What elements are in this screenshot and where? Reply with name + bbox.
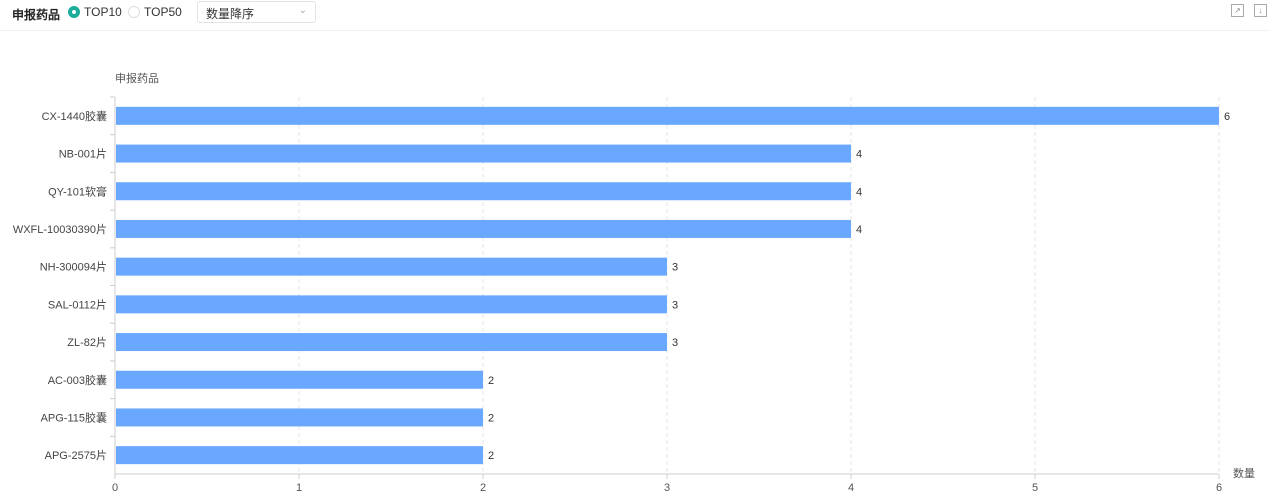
y-tick-label: ZL-82片 (67, 336, 107, 349)
bar (116, 408, 483, 427)
bar (116, 295, 667, 314)
sort-select-value: 数量降序 (206, 7, 255, 21)
bar (116, 106, 1219, 125)
data-label: 2 (488, 412, 494, 424)
radio-label: TOP50 (144, 5, 182, 19)
data-label: 3 (672, 337, 678, 349)
x-tick-label: 2 (480, 482, 486, 494)
y-tick-label: WXFL-10030390片 (13, 223, 107, 236)
x-tick-label: 4 (848, 482, 854, 494)
bar (116, 370, 483, 389)
download-icon[interactable]: ↓ (1254, 4, 1267, 17)
radio-checked-icon (68, 6, 80, 18)
x-tick-label: 6 (1216, 482, 1222, 494)
x-tick-label: 1 (296, 482, 302, 494)
expand-icon[interactable]: ↗ (1231, 4, 1244, 17)
radio-top50[interactable]: TOP50 (128, 5, 182, 19)
radio-top10[interactable]: TOP10 (68, 5, 122, 19)
data-label: 2 (488, 450, 494, 462)
data-label: 3 (672, 262, 678, 274)
y-tick-label: NB-001片 (59, 148, 107, 161)
y-tick-label: APG-115胶囊 (41, 410, 107, 424)
x-tick-label: 5 (1032, 482, 1038, 494)
data-label: 2 (488, 375, 494, 387)
bar (116, 333, 667, 352)
x-tick-label: 0 (112, 482, 118, 494)
bar (116, 446, 483, 465)
y-tick-label: NH-300094片 (40, 261, 107, 274)
y-tick-label: APG-2575片 (45, 449, 107, 462)
bar (116, 144, 851, 163)
data-label: 4 (856, 224, 862, 236)
x-axis-title: 数量 (1233, 467, 1255, 480)
y-axis-title: 申报药品 (115, 71, 159, 85)
data-label: 6 (1224, 111, 1230, 123)
bar (116, 219, 851, 238)
radio-label: TOP10 (84, 5, 122, 19)
y-tick-label: AC-003胶囊 (48, 373, 107, 387)
y-tick-label: QY-101软膏 (48, 184, 107, 198)
radio-unchecked-icon (128, 6, 140, 18)
data-label: 4 (856, 186, 862, 198)
toolbar: 申报药品 TOP10 TOP50 数量降序 ⌄ ↗ ↓ (0, 0, 1269, 31)
data-label: 4 (856, 149, 862, 161)
chevron-down-icon: ⌄ (298, 5, 307, 16)
sort-select[interactable]: 数量降序 ⌄ (197, 1, 316, 23)
bar (116, 182, 851, 201)
y-tick-label: CX-1440胶囊 (42, 109, 107, 123)
y-tick-label: SAL-0112片 (48, 298, 107, 311)
panel-title: 申报药品 (12, 8, 61, 22)
bar (116, 257, 667, 276)
x-tick-label: 3 (664, 482, 670, 494)
data-label: 3 (672, 299, 678, 311)
